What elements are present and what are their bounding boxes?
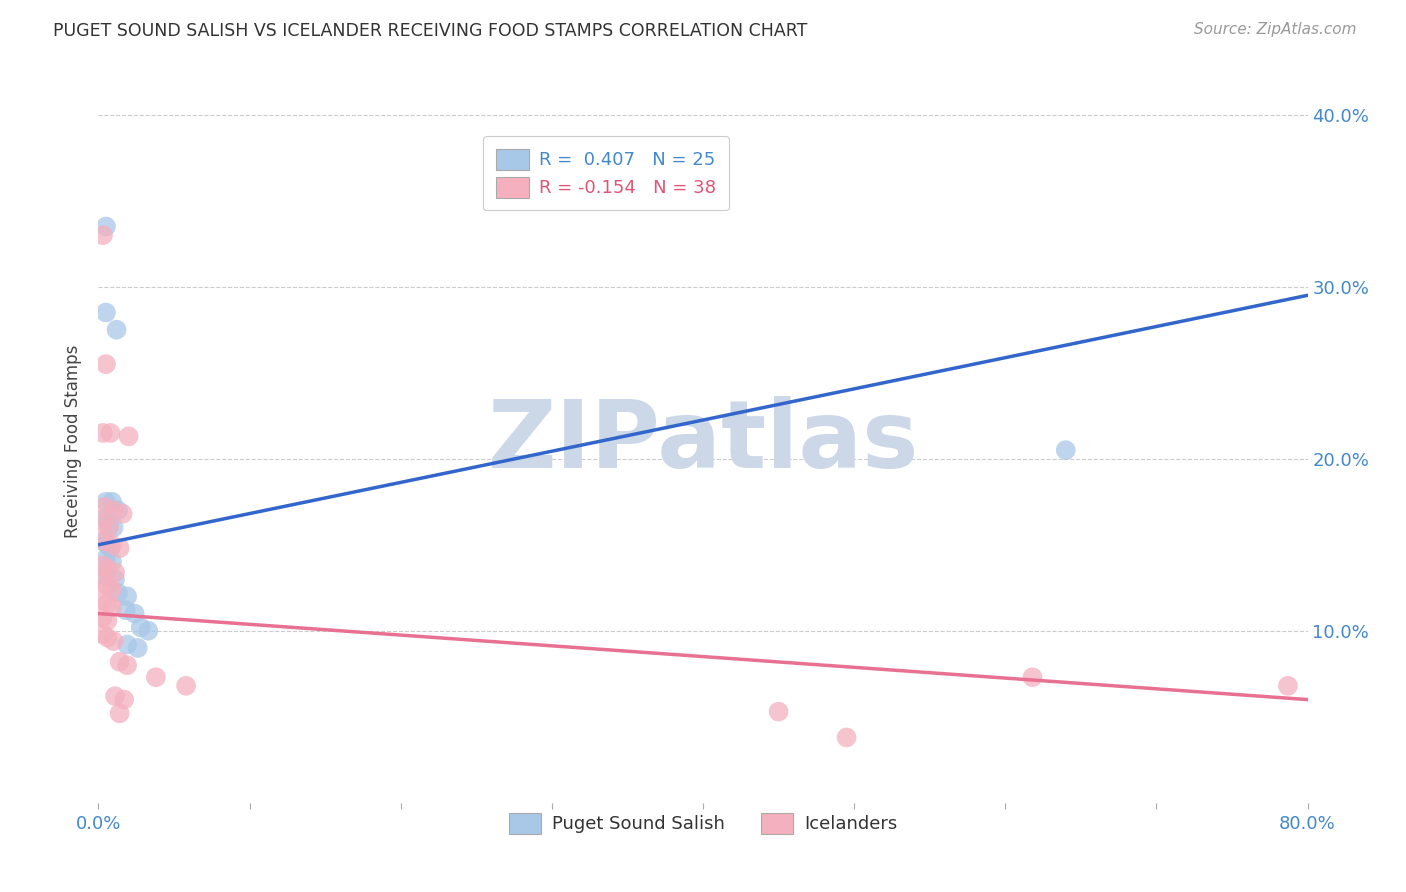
Point — [96, 562, 118, 576]
Point — [174, 679, 197, 693]
Point — [91, 517, 114, 532]
Point — [91, 592, 114, 607]
Point — [96, 596, 118, 610]
Point — [98, 517, 121, 532]
Point — [108, 541, 131, 556]
Text: Source: ZipAtlas.com: Source: ZipAtlas.com — [1194, 22, 1357, 37]
Legend: Puget Sound Salish, Icelanders: Puget Sound Salish, Icelanders — [502, 805, 904, 841]
Point — [101, 599, 124, 614]
Point — [118, 429, 141, 443]
Point — [91, 425, 114, 440]
Point — [93, 568, 115, 582]
Point — [127, 640, 149, 655]
Point — [105, 323, 128, 337]
Point — [96, 579, 118, 593]
Point — [115, 638, 138, 652]
Point — [114, 603, 136, 617]
Point — [115, 590, 138, 604]
Point — [101, 494, 124, 508]
Point — [103, 634, 125, 648]
Point — [101, 538, 124, 552]
Point — [96, 538, 118, 552]
Point — [100, 541, 122, 556]
Point — [93, 500, 115, 514]
Point — [94, 551, 117, 566]
Point — [94, 305, 117, 319]
Point — [96, 614, 118, 628]
Y-axis label: Receiving Food Stamps: Receiving Food Stamps — [65, 345, 83, 538]
Point — [108, 706, 131, 721]
Point — [124, 607, 146, 621]
Point — [91, 575, 114, 590]
Point — [115, 658, 138, 673]
Point — [101, 555, 124, 569]
Point — [104, 689, 127, 703]
Point — [91, 534, 114, 549]
Point — [1054, 443, 1077, 458]
Point — [100, 425, 122, 440]
Point — [103, 503, 125, 517]
Point — [98, 520, 121, 534]
Point — [129, 620, 152, 634]
Point — [1277, 679, 1299, 693]
Point — [145, 670, 167, 684]
Point — [1021, 670, 1043, 684]
Point — [91, 228, 114, 243]
Point — [96, 631, 118, 645]
Point — [107, 503, 129, 517]
Point — [94, 357, 117, 371]
Point — [768, 705, 790, 719]
Point — [107, 586, 129, 600]
Point — [104, 566, 127, 580]
Point — [91, 558, 114, 573]
Point — [91, 627, 114, 641]
Point — [91, 610, 114, 624]
Point — [94, 494, 117, 508]
Point — [835, 731, 858, 745]
Text: ZIPatlas: ZIPatlas — [488, 395, 918, 488]
Point — [94, 219, 117, 234]
Point — [111, 507, 134, 521]
Point — [93, 512, 115, 526]
Point — [112, 692, 135, 706]
Point — [108, 655, 131, 669]
Point — [136, 624, 159, 638]
Point — [103, 520, 125, 534]
Point — [104, 572, 127, 586]
Point — [93, 534, 115, 549]
Text: PUGET SOUND SALISH VS ICELANDER RECEIVING FOOD STAMPS CORRELATION CHART: PUGET SOUND SALISH VS ICELANDER RECEIVIN… — [53, 22, 808, 40]
Point — [101, 582, 124, 597]
